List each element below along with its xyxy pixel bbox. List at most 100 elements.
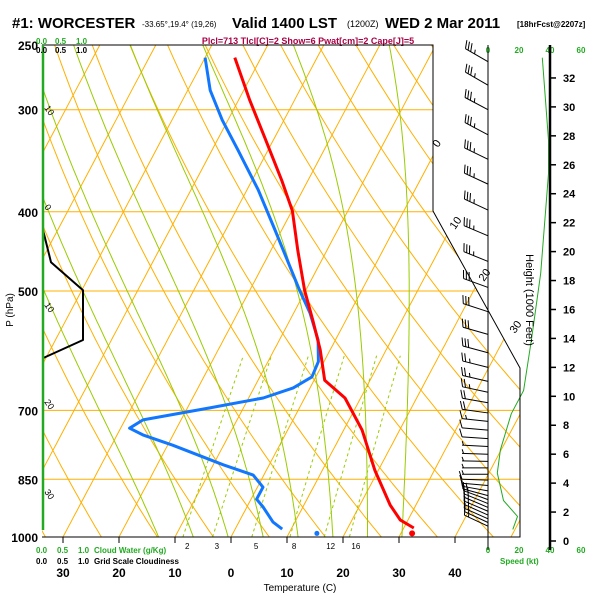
sounding-traces: [128, 57, 416, 537]
isotherm: [42, 45, 276, 537]
height-tick-label: 16: [563, 304, 575, 316]
dry-adiabat: [309, 45, 520, 537]
height-tick-label: 26: [563, 160, 575, 172]
temperature-trace: [233, 57, 415, 530]
height-tick-label: 12: [563, 362, 575, 374]
barb-feather: [459, 410, 463, 419]
barb-feather: [462, 401, 466, 410]
wind-barb: [461, 441, 489, 448]
isotherm: [109, 45, 388, 537]
barb-staff: [464, 122, 489, 136]
mixing-ratio-line: [318, 355, 378, 537]
barb-staff: [462, 386, 489, 393]
barb-staff: [462, 326, 489, 335]
barb-staff: [462, 444, 489, 448]
barb-feather: [464, 338, 467, 347]
speed-tick-label: 20: [515, 46, 524, 55]
barb-staff: [465, 71, 489, 86]
isotherm-label: 0: [431, 138, 444, 150]
wind-barb: [462, 269, 489, 288]
plot-frame: [42, 44, 521, 538]
temp-tick-label: 30: [392, 566, 406, 580]
barb-feather: [469, 193, 472, 202]
cloud-water-scale-top: 0.0 0.5 1.0 0.0 0.5 1.0: [36, 37, 88, 55]
dry-adiabat: [235, 45, 520, 537]
barb-feather: [463, 390, 466, 399]
barb-feather: [469, 116, 472, 126]
barb-half-feather: [474, 73, 476, 78]
wind-barb: [464, 114, 489, 136]
mixing-ratio-label: 2: [185, 542, 190, 551]
moist-adiabat: [42, 45, 200, 537]
mixing-ratio-label: 8: [292, 542, 297, 551]
barb-feather: [467, 115, 470, 125]
mixing-ratio-line: [206, 355, 272, 537]
dry-adiabat: [160, 45, 510, 537]
cloud-tick: 1.0: [78, 557, 90, 566]
pressure-tick-label: 850: [18, 473, 38, 487]
speed-axis-label: Speed (kt): [500, 557, 539, 566]
wind-barb: [464, 88, 489, 111]
speed-tick-label: 0: [486, 546, 491, 555]
isotherm: [221, 45, 500, 537]
barb-feather: [459, 400, 463, 410]
cloudiness-label: Grid Scale Cloudiness: [94, 557, 179, 566]
barb-half-feather: [461, 456, 464, 462]
barb-feather: [466, 191, 469, 201]
barb-half-feather: [461, 449, 464, 454]
dry-adiabat: [49, 45, 340, 537]
barb-staff: [462, 397, 489, 404]
forecast-info: [18hrFcst@2207z]: [517, 20, 586, 29]
adiabat-label: 20: [42, 397, 56, 411]
wind-barb: [463, 164, 489, 185]
utc-time: (1200Z): [347, 19, 379, 29]
height-tick-label: 2: [563, 507, 569, 519]
cw-tick: 0.0: [36, 37, 48, 46]
barb-feather: [464, 40, 468, 49]
pressure-tick-label: 700: [18, 404, 38, 418]
moist-adiabat: [287, 45, 368, 537]
dry-adiabat: [86, 45, 397, 537]
barb-staff: [462, 375, 489, 382]
barb-half-feather: [473, 98, 476, 103]
wind-speed-profile: [496, 57, 549, 530]
height-tick-label: 14: [563, 333, 576, 345]
mixing-ratio-label: 3: [215, 542, 220, 551]
barb-feather: [470, 66, 473, 76]
barb-feather: [458, 470, 463, 480]
adiabat-label: 0: [42, 202, 53, 212]
surface-dewpoint-marker: [314, 530, 320, 536]
moist-adiabat: [42, 45, 167, 537]
height-tick-label: 10: [563, 391, 575, 403]
wind-barb: [459, 400, 489, 414]
temp-tick-label: 30: [56, 566, 70, 580]
valid-time: Valid 1400 LST: [232, 15, 337, 32]
wind-barb: [463, 217, 489, 237]
wind-barb: [462, 295, 489, 313]
isotherm: [42, 45, 164, 537]
barb-feather: [466, 165, 469, 175]
barb-feather: [469, 91, 472, 101]
barb-staff: [461, 478, 489, 481]
isotherm-label: 30: [508, 319, 525, 336]
cloud-water-label: Cloud Water (g/Kg): [94, 546, 166, 555]
barb-half-feather: [461, 441, 465, 446]
cloud-tick: 0.5: [57, 557, 69, 566]
stability-indices: Plcl=713 Tlcl[C]=2 Show=6 Pwat[cm]=2 Cap…: [202, 36, 414, 46]
barb-staff: [461, 452, 489, 455]
speed-tick-label: 60: [577, 46, 586, 55]
cw-tick: 0.0: [36, 546, 48, 555]
barb-feather: [466, 140, 469, 150]
adiabat-label: 10: [42, 103, 56, 117]
height-tick-label: 30: [563, 102, 575, 114]
barb-half-feather: [468, 384, 471, 389]
valid-date: WED 2 Mar 2011: [385, 15, 500, 32]
barb-half-feather: [474, 49, 476, 54]
height-tick-label: 18: [563, 276, 575, 288]
y-axis-label: P (hPa): [5, 293, 16, 327]
dry-adiabat: [42, 45, 226, 537]
barb-staff: [462, 418, 489, 422]
moist-adiabat: [124, 45, 301, 537]
barb-feather: [467, 339, 470, 348]
